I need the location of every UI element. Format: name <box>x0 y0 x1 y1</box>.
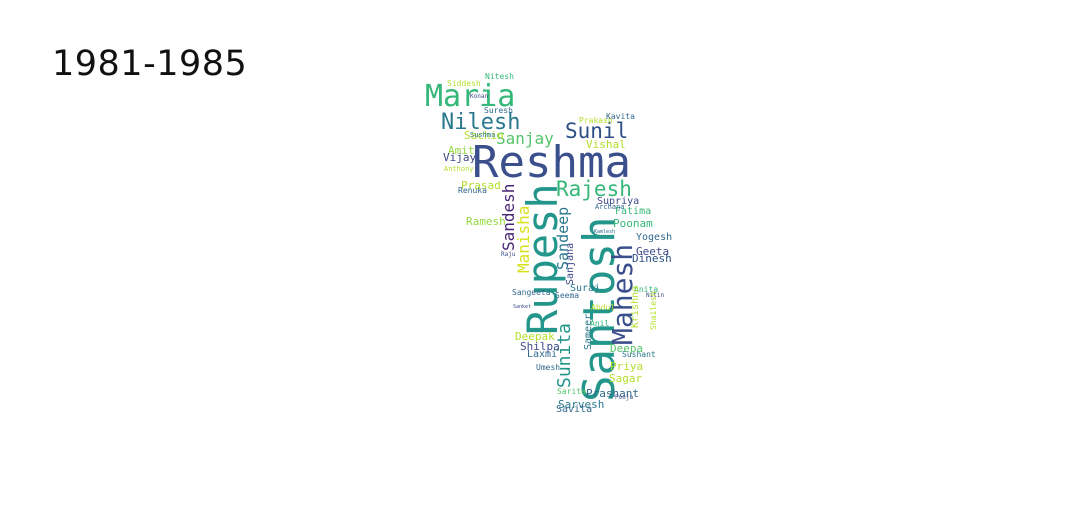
cloud-word: Vishal <box>586 138 626 151</box>
cloud-word: Poonam <box>613 217 653 230</box>
cloud-word: Manisha <box>514 205 533 273</box>
cloud-word: Prashant <box>586 387 639 400</box>
cloud-word: Laxmi <box>527 349 558 360</box>
cloud-word: Ramesh <box>466 215 506 228</box>
cloud-word: Reshma <box>472 137 631 188</box>
cloud-word: Seema <box>555 291 580 300</box>
cloud-word: Fatima <box>615 206 652 217</box>
cloud-word: Dinesh <box>632 252 672 265</box>
cloud-word: Deepak <box>515 330 555 343</box>
cloud-word: Nitesh <box>485 72 514 81</box>
cloud-word: Nilesh <box>441 110 521 135</box>
cloud-word: Sushma <box>470 131 496 139</box>
cloud-word: Geeta <box>636 245 670 258</box>
cloud-word: Sunil <box>565 119 629 143</box>
cloud-word: Renuka <box>458 186 487 195</box>
cloud-word: Nitin <box>646 292 665 299</box>
cloud-word: Raju <box>501 251 516 258</box>
cloud-word: Sangeeta <box>512 288 551 297</box>
cloud-word: Anil <box>590 319 610 328</box>
cloud-word: Maria <box>425 79 516 114</box>
cloud-word: Rajesh <box>556 177 632 201</box>
cloud-word: Anthony <box>444 165 474 173</box>
cloud-word: Sagar <box>609 372 643 385</box>
cloud-word: Umesh <box>536 363 561 372</box>
cloud-word: Krishna <box>630 285 641 328</box>
cloud-word: Konan <box>470 93 489 100</box>
cloud-word: Prakash <box>579 116 613 125</box>
cloud-word: Vijay <box>443 151 477 164</box>
cloud-word: Archana <box>595 203 625 211</box>
cloud-word: Prasad <box>461 179 501 192</box>
cloud-word: Siddesh <box>447 79 481 88</box>
cloud-word: Sushant <box>622 350 656 359</box>
cloud-word: Shilpa <box>520 340 560 353</box>
cloud-word: Savita <box>556 404 593 415</box>
cloud-word: Sanjay <box>496 129 554 148</box>
cloud-word: Suresh <box>484 106 513 115</box>
cloud-word: Deepa <box>610 342 644 355</box>
cloud-word: Priya <box>610 360 644 373</box>
cloud-word: Kamlesh <box>594 229 616 235</box>
cloud-word: Sarita <box>557 387 586 396</box>
cloud-word: Pooja <box>615 394 634 401</box>
cloud-word: Supriya <box>597 196 640 207</box>
cloud-word: Abdul <box>591 303 616 312</box>
cloud-word: Sarvesh <box>558 398 605 411</box>
cloud-word: Amit <box>448 144 475 157</box>
cloud-word: Kavita <box>606 112 635 121</box>
cloud-word: Anita <box>634 285 659 294</box>
cloud-word: Sanket <box>513 304 532 310</box>
cloud-word: Sachin <box>464 129 504 142</box>
cloud-word: Sanjana <box>565 242 576 285</box>
cloud-word: Suraj <box>570 283 601 294</box>
cloud-word: Sunita <box>554 322 575 388</box>
cloud-word: Shailesh <box>649 291 658 330</box>
cloud-word: Yogesh <box>636 232 673 243</box>
page-title: 1981-1985 <box>52 44 248 84</box>
